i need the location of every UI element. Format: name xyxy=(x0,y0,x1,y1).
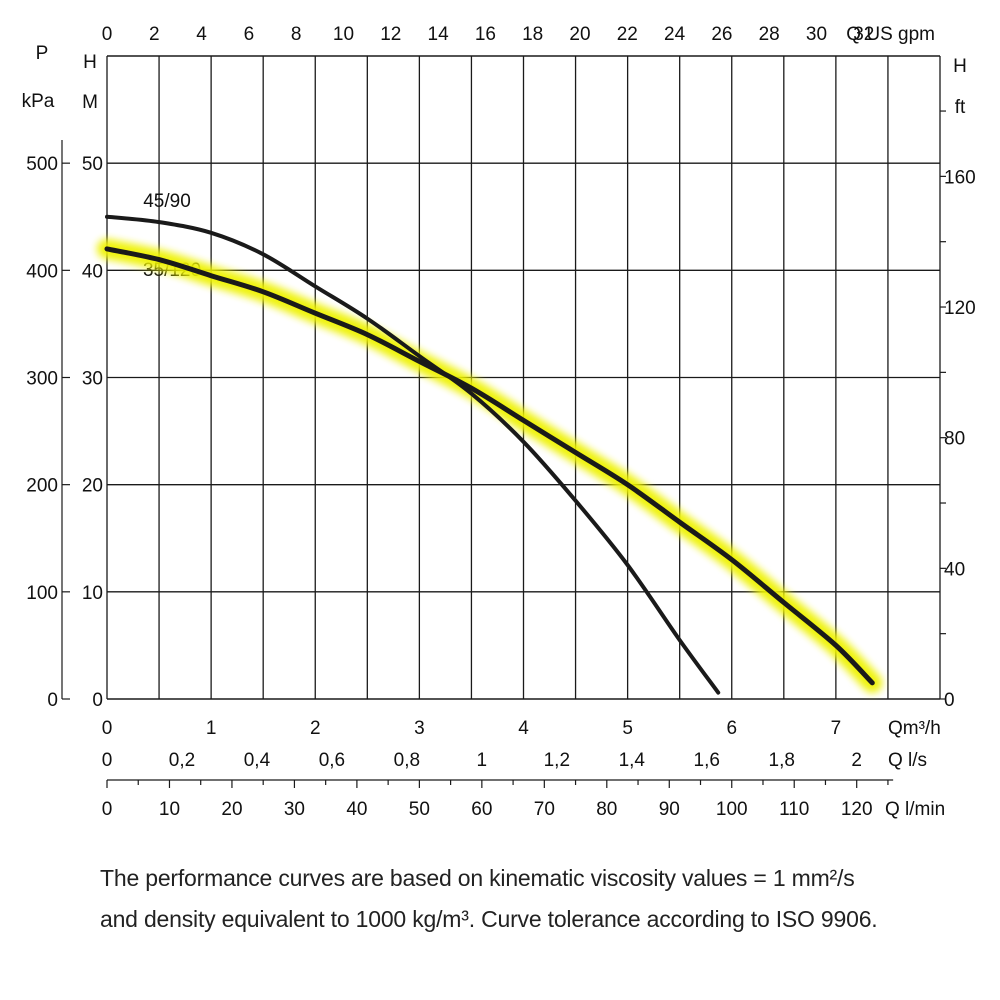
gpm-tick-label: 30 xyxy=(806,24,827,45)
flow-lmin-tick-label: 90 xyxy=(659,799,680,820)
flow-m3h-tick-label: 0 xyxy=(102,718,113,739)
head-ft-axis-unit-top: H xyxy=(953,56,967,77)
flow-ls-tick-label: 1,2 xyxy=(544,750,570,771)
flow-ls-tick-label: 0,2 xyxy=(169,750,195,771)
flow-m3h-tick-label: 2 xyxy=(310,718,321,739)
gpm-tick-label: 2 xyxy=(149,24,160,45)
performance-curves xyxy=(97,214,883,695)
pressure-tick-label: 400 xyxy=(26,261,58,282)
head-ft-tick-label: 160 xyxy=(944,167,976,188)
gpm-tick-label: 32 xyxy=(853,24,874,45)
pressure-tick-label: 500 xyxy=(26,154,58,175)
head-m-tick-label: 50 xyxy=(82,154,103,175)
head-m-tick-label: 0 xyxy=(92,690,103,711)
flow-lmin-tick-label: 70 xyxy=(534,799,555,820)
gpm-tick-label: 4 xyxy=(196,24,207,45)
head-ft-tick-label: 80 xyxy=(944,429,965,450)
flow-lmin-tick-label: 0 xyxy=(102,799,113,820)
footnote-line-1: The performance curves are based on kine… xyxy=(100,865,855,891)
gpm-tick-label: 10 xyxy=(333,24,354,45)
flow-ls-tick-label: 0 xyxy=(102,750,113,771)
flow-ls-tick-label: 1,4 xyxy=(619,750,646,771)
gpm-axis-unit: Q US gpm xyxy=(846,24,935,45)
pump-performance-chart: 0100200300400500PkPa01020304050HM0408012… xyxy=(22,24,976,820)
flow-m3h-tick-label: 4 xyxy=(518,718,529,739)
head-ft-axis-unit-bottom: ft xyxy=(955,97,966,118)
gpm-tick-label: 20 xyxy=(569,24,590,45)
head-ft-tick-label: 120 xyxy=(944,298,976,319)
flow-lmin-tick-label: 100 xyxy=(716,799,748,820)
head-m-axis-unit-bottom: M xyxy=(82,92,98,113)
pressure-axis-unit-bottom: kPa xyxy=(22,91,55,112)
flow-lmin-tick-label: 60 xyxy=(471,799,492,820)
gpm-tick-label: 6 xyxy=(244,24,255,45)
gpm-tick-label: 22 xyxy=(617,24,638,45)
axes xyxy=(61,55,946,788)
flow-lmin-tick-label: 80 xyxy=(596,799,617,820)
pressure-axis-unit-top: P xyxy=(36,43,49,64)
flow-lmin-tick-label: 40 xyxy=(346,799,367,820)
flow-m3h-axis-unit: Qm³/h xyxy=(888,718,941,739)
flow-ls-tick-label: 0,6 xyxy=(319,750,345,771)
flow-lmin-tick-label: 30 xyxy=(284,799,305,820)
gpm-tick-label: 12 xyxy=(380,24,401,45)
pressure-tick-label: 0 xyxy=(47,690,58,711)
footnote-line-2: and density equivalent to 1000 kg/m³. Cu… xyxy=(100,906,878,932)
head-m-tick-label: 20 xyxy=(82,476,103,497)
flow-ls-tick-label: 1,8 xyxy=(769,750,795,771)
flow-m3h-tick-label: 3 xyxy=(414,718,425,739)
head-m-tick-label: 10 xyxy=(82,583,103,604)
head-m-axis-unit-top: H xyxy=(83,52,97,73)
gpm-tick-label: 26 xyxy=(711,24,732,45)
gpm-tick-label: 16 xyxy=(475,24,496,45)
flow-lmin-tick-label: 120 xyxy=(841,799,873,820)
gpm-tick-label: 0 xyxy=(102,24,113,45)
flow-lmin-tick-label: 20 xyxy=(221,799,242,820)
series-highlight-glow xyxy=(97,238,883,693)
flow-m3h-tick-label: 6 xyxy=(726,718,737,739)
series-line-45-90 xyxy=(105,214,721,695)
axis-labels: 0100200300400500PkPa01020304050HM0408012… xyxy=(22,24,976,820)
flow-ls-tick-label: 0,4 xyxy=(244,750,271,771)
pressure-tick-label: 300 xyxy=(26,369,58,390)
flow-m3h-tick-label: 1 xyxy=(206,718,217,739)
grid-lines xyxy=(106,56,941,699)
head-m-tick-label: 40 xyxy=(82,261,103,282)
flow-lmin-tick-label: 10 xyxy=(159,799,180,820)
gpm-tick-label: 14 xyxy=(428,24,450,45)
head-ft-tick-label: 40 xyxy=(944,559,965,580)
flow-m3h-tick-label: 5 xyxy=(622,718,633,739)
head-ft-tick-label: 0 xyxy=(944,690,955,711)
flow-lmin-axis-unit: Q l/min xyxy=(885,799,945,820)
series-label-45-90: 45/90 xyxy=(143,191,191,212)
gpm-tick-label: 8 xyxy=(291,24,302,45)
gpm-tick-label: 28 xyxy=(759,24,780,45)
head-m-tick-label: 30 xyxy=(82,369,103,390)
flow-ls-tick-label: 2 xyxy=(851,750,862,771)
series-line-35-120 xyxy=(104,246,875,686)
flow-lmin-tick-label: 110 xyxy=(779,799,809,820)
flow-ls-tick-label: 1,6 xyxy=(694,750,720,771)
flow-ls-tick-label: 0,8 xyxy=(394,750,420,771)
pressure-tick-label: 200 xyxy=(26,476,58,497)
flow-ls-tick-label: 1 xyxy=(477,750,488,771)
flow-m3h-tick-label: 7 xyxy=(831,718,842,739)
gpm-tick-label: 18 xyxy=(522,24,543,45)
flow-lmin-tick-label: 50 xyxy=(409,799,430,820)
pressure-tick-label: 100 xyxy=(26,583,58,604)
flow-ls-axis-unit: Q l/s xyxy=(888,750,927,771)
gpm-tick-label: 24 xyxy=(664,24,686,45)
